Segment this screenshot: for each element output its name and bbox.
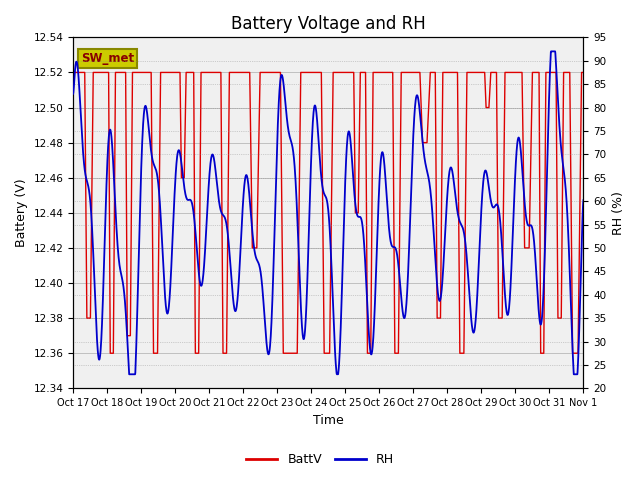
Text: SW_met: SW_met [81,52,134,65]
Y-axis label: RH (%): RH (%) [612,191,625,235]
Y-axis label: Battery (V): Battery (V) [15,179,28,247]
X-axis label: Time: Time [313,414,344,427]
Title: Battery Voltage and RH: Battery Voltage and RH [231,15,426,33]
Legend: BattV, RH: BattV, RH [241,448,399,471]
